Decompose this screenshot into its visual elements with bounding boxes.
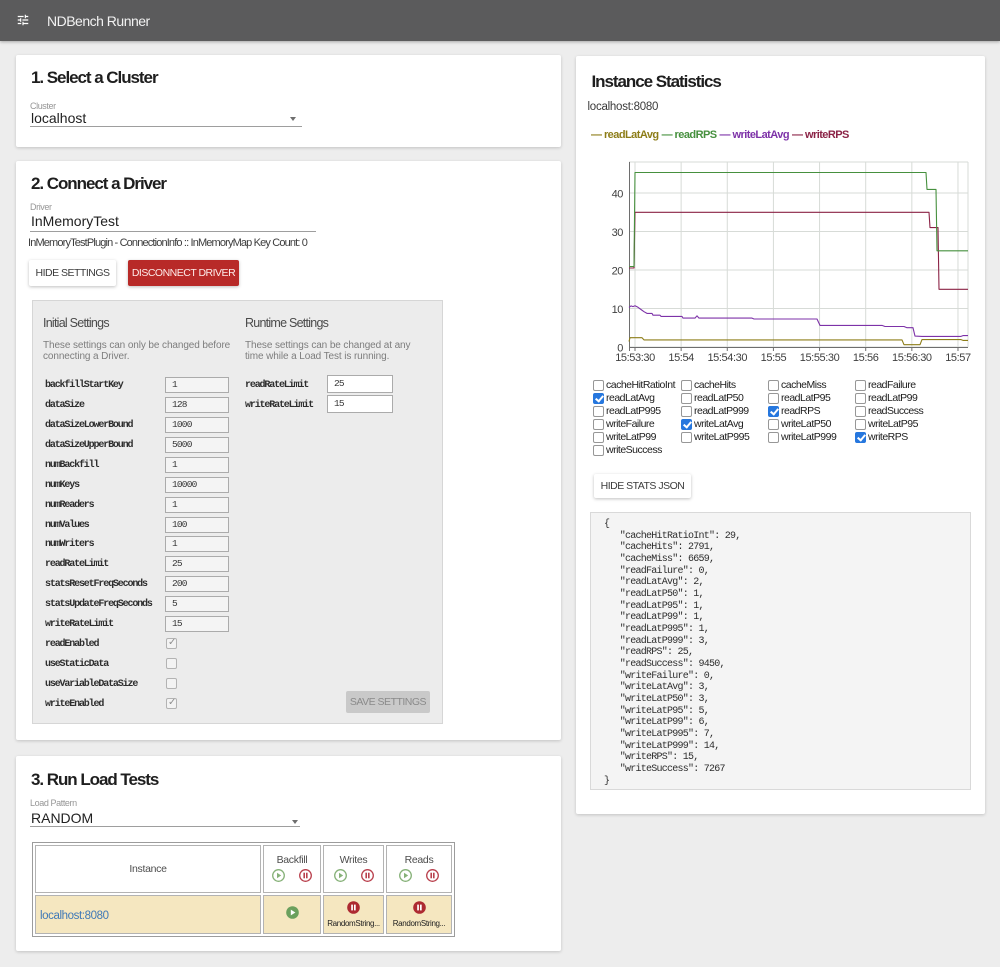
- svg-text:20: 20: [612, 266, 624, 278]
- svg-text:10: 10: [612, 304, 624, 316]
- svg-text:15:53:30: 15:53:30: [615, 352, 655, 364]
- svg-text:30: 30: [612, 227, 624, 239]
- svg-text:0: 0: [617, 343, 623, 355]
- svg-text:15:56: 15:56: [853, 352, 879, 364]
- svg-text:15:56:30: 15:56:30: [892, 352, 932, 364]
- svg-text:15:55:30: 15:55:30: [800, 352, 840, 364]
- svg-text:15:54: 15:54: [668, 352, 694, 364]
- svg-text:15:55: 15:55: [761, 352, 787, 364]
- svg-text:40: 40: [612, 189, 624, 201]
- svg-text:15:57: 15:57: [945, 352, 971, 364]
- svg-text:15:54:30: 15:54:30: [707, 352, 747, 364]
